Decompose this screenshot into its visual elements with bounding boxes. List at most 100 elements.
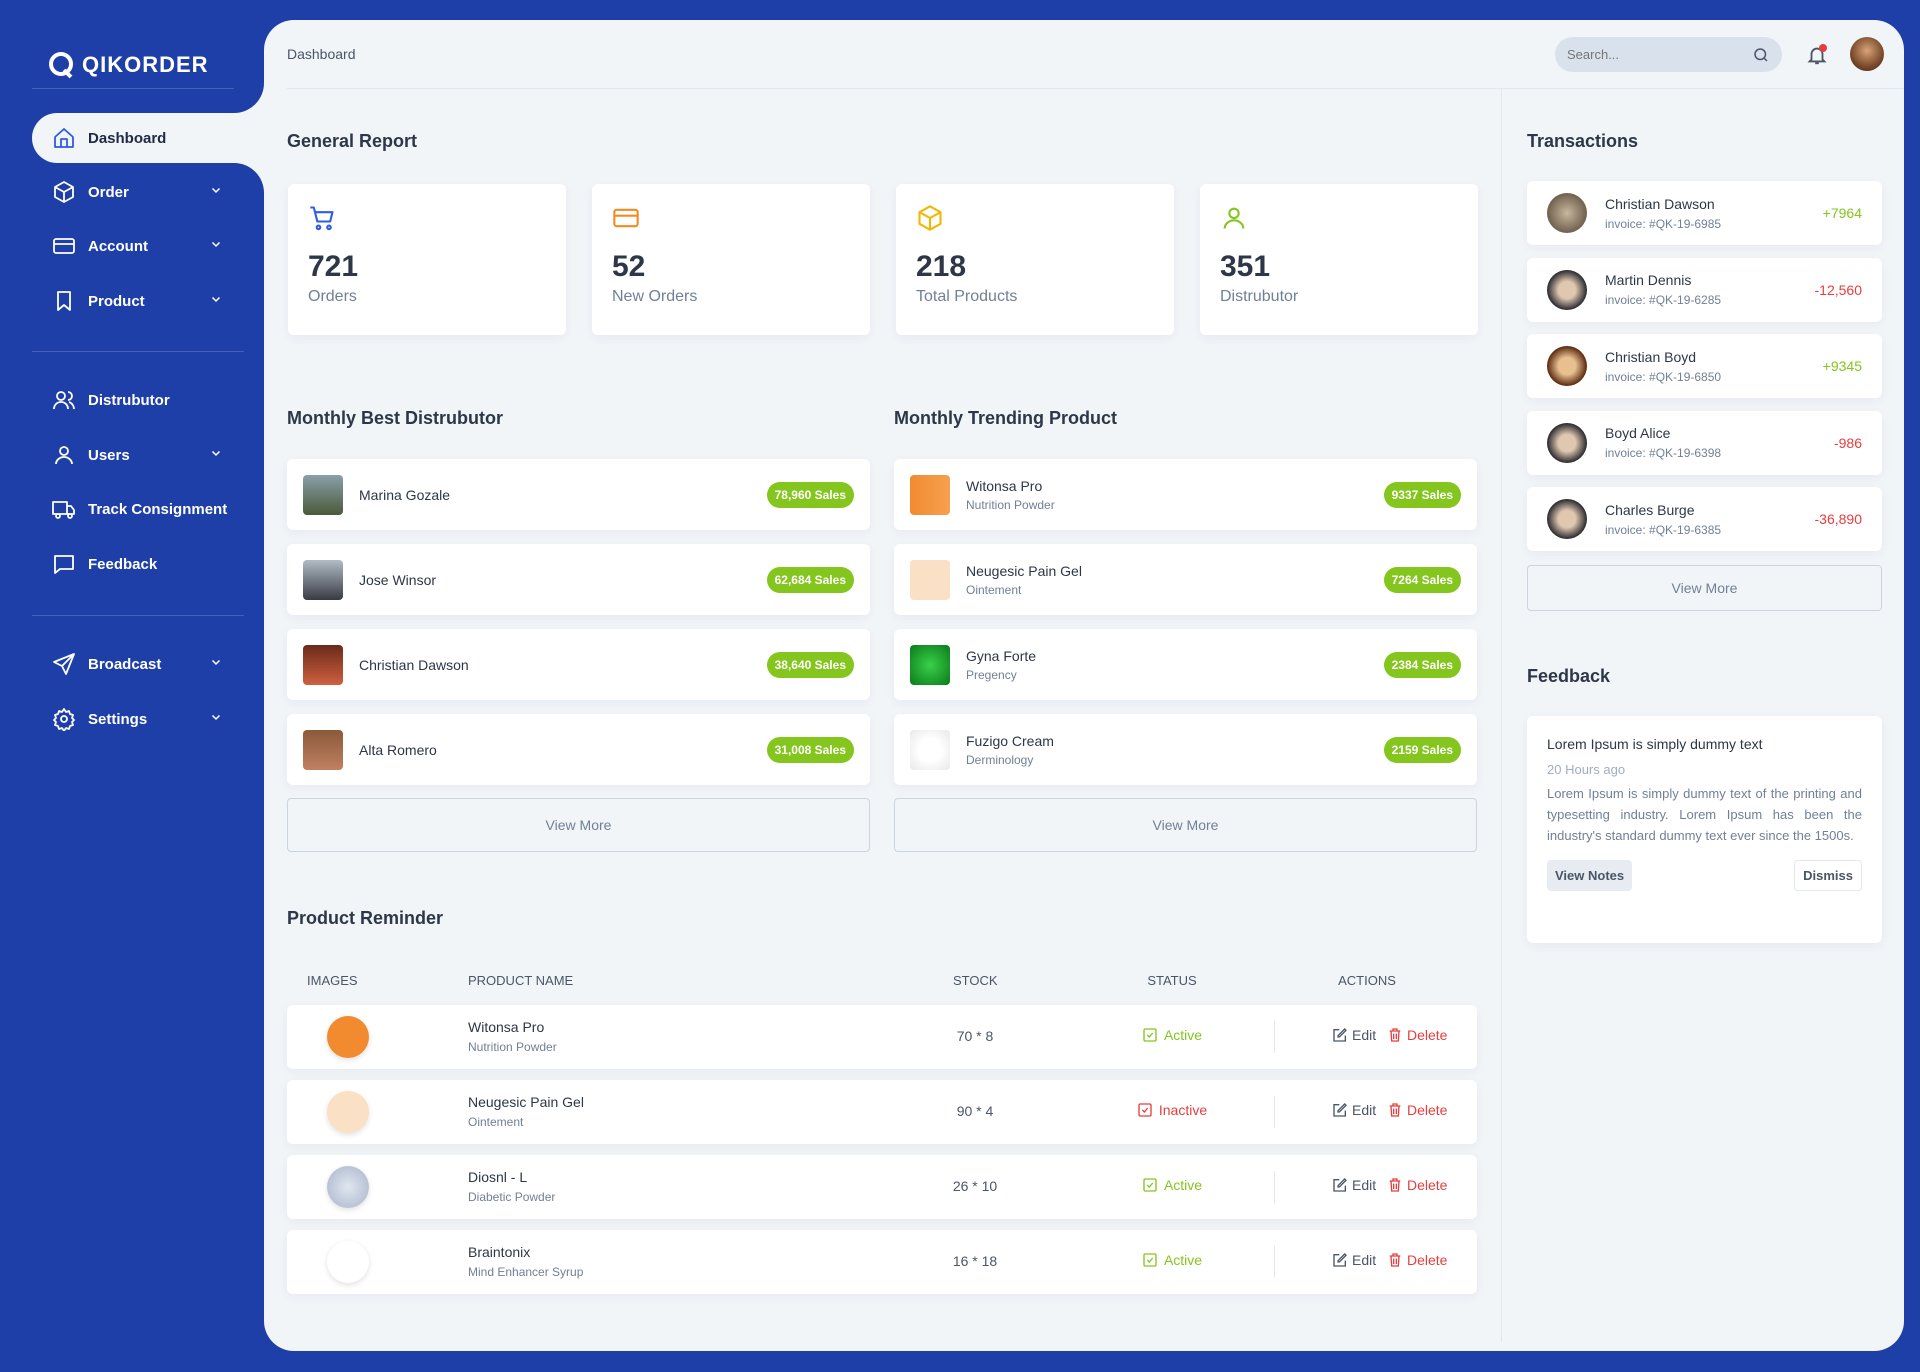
stat-card[interactable]: 721 Orders <box>288 184 566 335</box>
trending-product-item[interactable]: Witonsa Pro Nutrition Powder 9337 Sales <box>894 459 1477 530</box>
distributor-list-item[interactable]: Christian Dawson 38,640 Sales <box>287 629 870 700</box>
notification-button[interactable] <box>1806 44 1828 66</box>
trending-product-item[interactable]: Fuzigo Cream Derminology 2159 Sales <box>894 714 1477 785</box>
product-category: Ointement <box>966 582 1022 597</box>
product-image <box>910 644 950 685</box>
edit-label: Edit <box>1352 1027 1377 1043</box>
dismiss-button[interactable]: Dismiss <box>1794 860 1862 891</box>
delete-button[interactable]: Delete <box>1387 1027 1447 1043</box>
stat-label: Total Products <box>916 288 1018 305</box>
delete-button[interactable]: Delete <box>1387 1102 1447 1118</box>
home-icon <box>54 128 74 148</box>
delete-label: Delete <box>1407 1177 1448 1193</box>
chevron-down-icon[interactable] <box>210 447 222 459</box>
sidebar-item-label: Users <box>88 446 130 464</box>
trending-product-item[interactable]: Gyna Forte Pregency 2384 Sales <box>894 629 1477 700</box>
chevron-down-icon[interactable] <box>210 184 222 196</box>
distributor-list-item[interactable]: Jose Winsor 62,684 Sales <box>287 544 870 615</box>
transactions-view-more-button[interactable]: View More <box>1527 565 1882 611</box>
message-icon <box>54 555 74 574</box>
transaction-amount: +7964 <box>1822 205 1862 221</box>
stat-card[interactable]: 218 Total Products <box>896 184 1174 335</box>
distributor-view-more-button[interactable]: View More <box>287 798 870 852</box>
avatar <box>1547 422 1587 463</box>
sidebar-item-feedback[interactable]: Feedback <box>32 539 264 589</box>
transaction-amount: -986 <box>1833 434 1862 451</box>
stat-card[interactable]: 52 New Orders <box>592 184 870 335</box>
chevron-down-icon[interactable] <box>210 711 222 723</box>
trash-icon <box>1389 1103 1401 1117</box>
invoice-number: invoice: #QK-19-6850 <box>1605 369 1722 384</box>
view-notes-button[interactable]: View Notes <box>1547 860 1633 891</box>
sidebar-divider <box>32 351 244 352</box>
sidebar-item-order[interactable]: Order <box>32 167 264 217</box>
transaction-name: Charles Burge <box>1605 501 1695 518</box>
search-input[interactable] <box>1567 47 1737 62</box>
brand-logo[interactable]: QIKORDER <box>46 50 209 80</box>
sidebar-divider <box>32 615 244 616</box>
edit-button[interactable]: Edit <box>1332 1102 1376 1118</box>
sidebar-item-track-consignment[interactable]: Track Consignment <box>32 484 264 534</box>
delete-button[interactable]: Delete <box>1387 1252 1447 1268</box>
status-badge: Active <box>1122 1027 1222 1043</box>
sidebar-item-dashboard[interactable]: Dashboard <box>32 113 272 163</box>
stat-card[interactable]: 351 Distrubutor <box>1200 184 1478 335</box>
avatar <box>1547 346 1587 386</box>
chevron-down-icon[interactable] <box>210 656 222 668</box>
distributor-photo <box>303 729 343 770</box>
distributor-list-item[interactable]: Alta Romero 31,008 Sales <box>287 714 870 785</box>
user-icon <box>55 446 73 465</box>
product-category: Diabetic Powder <box>468 1190 556 1204</box>
sidebar-item-account[interactable]: Account <box>32 221 264 271</box>
transaction-item[interactable]: Christian Boyd invoice: #QK-19-6850 +934… <box>1527 334 1882 398</box>
column-header-actions: ACTIONS <box>1338 973 1396 988</box>
credit-card-icon <box>53 238 75 254</box>
sidebar-item-broadcast[interactable]: Broadcast <box>32 639 264 689</box>
search-icon[interactable] <box>1752 46 1770 64</box>
distributor-photo <box>303 644 343 685</box>
feedback-body: Lorem Ipsum is simply dummy text of the … <box>1547 786 1862 843</box>
chevron-down-icon[interactable] <box>210 238 222 250</box>
stock-value: 16 * 18 <box>952 1253 998 1269</box>
logo-icon <box>49 52 73 79</box>
table-row: Neugesic Pain Gel Ointement 90 * 4 Inact… <box>287 1080 1477 1144</box>
feedback-title: Feedback <box>1527 666 1611 686</box>
send-icon <box>53 653 75 675</box>
transaction-item[interactable]: Martin Dennis invoice: #QK-19-6285 -12,5… <box>1527 257 1882 322</box>
brand-name: QIKORDER <box>82 52 209 77</box>
transaction-item[interactable]: Boyd Alice invoice: #QK-19-6398 -986 <box>1527 410 1882 475</box>
transaction-amount: -36,890 <box>1814 511 1862 527</box>
box-icon <box>54 181 74 203</box>
column-header-stock: STOCK <box>953 973 998 988</box>
product-view-more-button[interactable]: View More <box>894 798 1477 852</box>
edit-icon <box>1333 1178 1347 1192</box>
settings-icon <box>53 708 75 731</box>
sidebar-item-users[interactable]: Users <box>32 430 264 480</box>
sidebar-item-distrubutor[interactable]: Distrubutor <box>32 375 264 425</box>
distributor-list-item[interactable]: Marina Gozale 78,960 Sales <box>287 459 870 530</box>
sidebar-item-label: Dashboard <box>88 129 167 147</box>
edit-button[interactable]: Edit <box>1332 1027 1376 1043</box>
transaction-amount: -12,560 <box>1814 281 1862 298</box>
sidebar-item-product[interactable]: Product <box>32 276 264 326</box>
delete-button[interactable]: Delete <box>1387 1177 1447 1193</box>
status-badge: Inactive <box>1122 1102 1222 1118</box>
product-image <box>910 474 950 515</box>
user-avatar[interactable] <box>1850 37 1884 71</box>
transactions-title: Transactions <box>1527 131 1639 151</box>
chevron-down-icon[interactable] <box>210 293 222 305</box>
edit-button[interactable]: Edit <box>1332 1177 1376 1193</box>
sidebar-item-settings[interactable]: Settings <box>32 694 264 744</box>
transaction-item[interactable]: Charles Burge invoice: #QK-19-6385 -36,8… <box>1527 487 1882 551</box>
sales-badge: 2384 Sales <box>1383 651 1461 678</box>
sidebar-item-label: Feedback <box>88 555 158 573</box>
sidebar-item-label: Order <box>88 183 129 201</box>
trending-product-item[interactable]: Neugesic Pain Gel Ointement 7264 Sales <box>894 544 1477 615</box>
search-box[interactable] <box>1555 37 1782 72</box>
trash-icon <box>1389 1253 1401 1267</box>
edit-button[interactable]: Edit <box>1332 1252 1376 1268</box>
column-divider <box>1501 89 1502 1342</box>
transaction-item[interactable]: Christian Dawson invoice: #QK-19-6985 +7… <box>1527 181 1882 245</box>
invoice-number: invoice: #QK-19-6985 <box>1605 216 1722 231</box>
column-header-product-name: PRODUCT NAME <box>468 973 574 988</box>
